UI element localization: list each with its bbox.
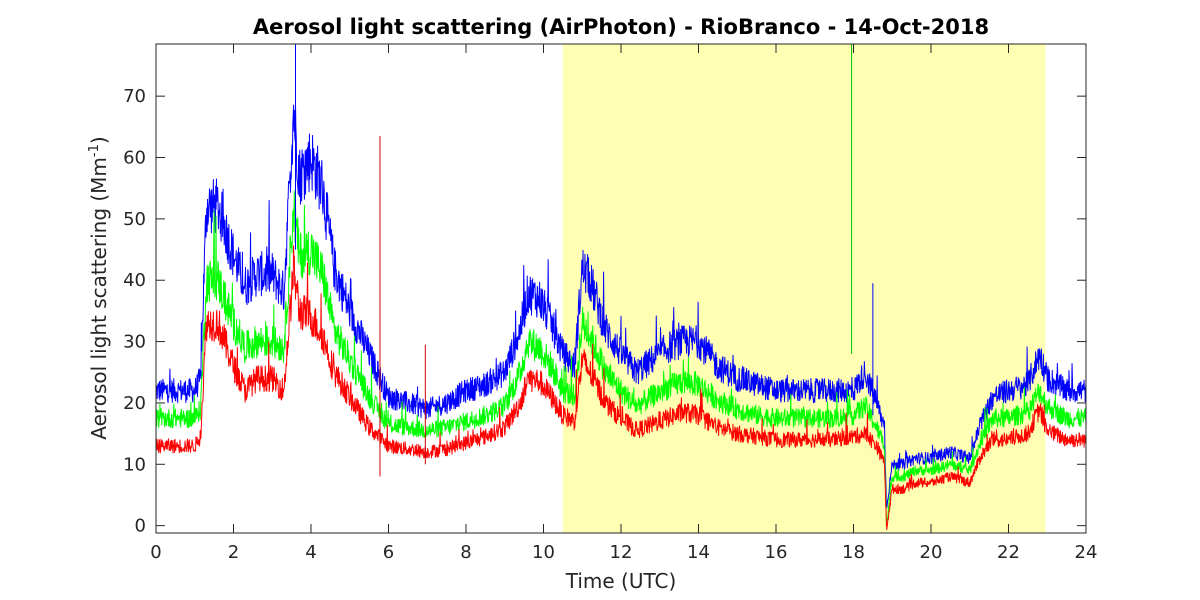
y-tick-label: 40: [123, 270, 146, 291]
x-tick-label: 14: [687, 542, 710, 563]
x-tick-label: 8: [460, 542, 471, 563]
y-tick-label: 60: [123, 148, 146, 169]
x-tick-label: 10: [532, 542, 555, 563]
x-tick-label: 24: [1075, 542, 1098, 563]
y-axis-label-sup: -1: [87, 144, 102, 157]
chart-title: Aerosol light scattering (AirPhoton) - R…: [253, 15, 989, 39]
x-tick-label: 16: [765, 542, 788, 563]
y-tick-label: 10: [123, 454, 146, 475]
x-tick-label: 20: [920, 542, 943, 563]
y-axis-label: Aerosol light scattering (Mm-1): [87, 136, 111, 439]
series-layer: [156, 44, 1086, 530]
y-axis-label-close: ): [87, 136, 111, 144]
x-tick-label: 0: [150, 542, 161, 563]
x-tick-label: 6: [383, 542, 394, 563]
y-tick-label: 50: [123, 209, 146, 230]
y-tick-label: 20: [123, 393, 146, 414]
y-tick-label: 30: [123, 332, 146, 353]
x-tick-label: 18: [842, 542, 865, 563]
y-tick-label: 70: [123, 86, 146, 107]
y-tick-label: 0: [135, 516, 146, 537]
blue-series-line: [156, 103, 1086, 508]
x-tick-label: 22: [997, 542, 1020, 563]
x-tick-label: 2: [228, 542, 239, 563]
red-series-line: [156, 245, 1086, 530]
green-series-line: [156, 190, 1086, 527]
x-tick-label: 4: [305, 542, 316, 563]
y-axis-label-main: Aerosol light scattering (Mm: [87, 157, 111, 440]
x-axis-label: Time (UTC): [565, 569, 677, 593]
x-tick-label: 12: [610, 542, 633, 563]
